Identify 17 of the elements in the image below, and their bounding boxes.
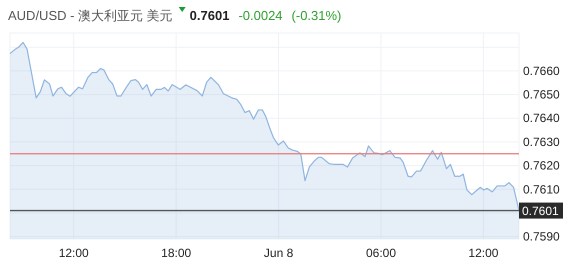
y-tick-label: 0.7610 [523,182,560,196]
x-tick-label: 18:00 [161,246,192,260]
y-tick-label: 0.7590 [523,230,560,244]
text: (-0.31%) [292,8,342,23]
text: -0.0024 [238,8,283,23]
x-tick-label: Jun 8 [264,246,294,260]
x-tick-label: 12:00 [58,246,90,260]
y-tick-label: 0.7620 [523,158,560,173]
chart-title: AUD/USD - 澳大利亚元 美元 [8,8,173,23]
y-tick-label: 0.7650 [523,88,560,102]
x-tick-label: 06:00 [366,246,396,260]
x-tick-label: 12:00 [468,246,499,260]
text: 0.7601 [190,8,230,23]
y-tick-label: 0.7640 [523,111,560,126]
ref-line-label: 0.7601 [522,204,560,218]
y-tick-label: 0.7660 [523,64,560,78]
y-tick-label: 0.7630 [523,134,560,149]
